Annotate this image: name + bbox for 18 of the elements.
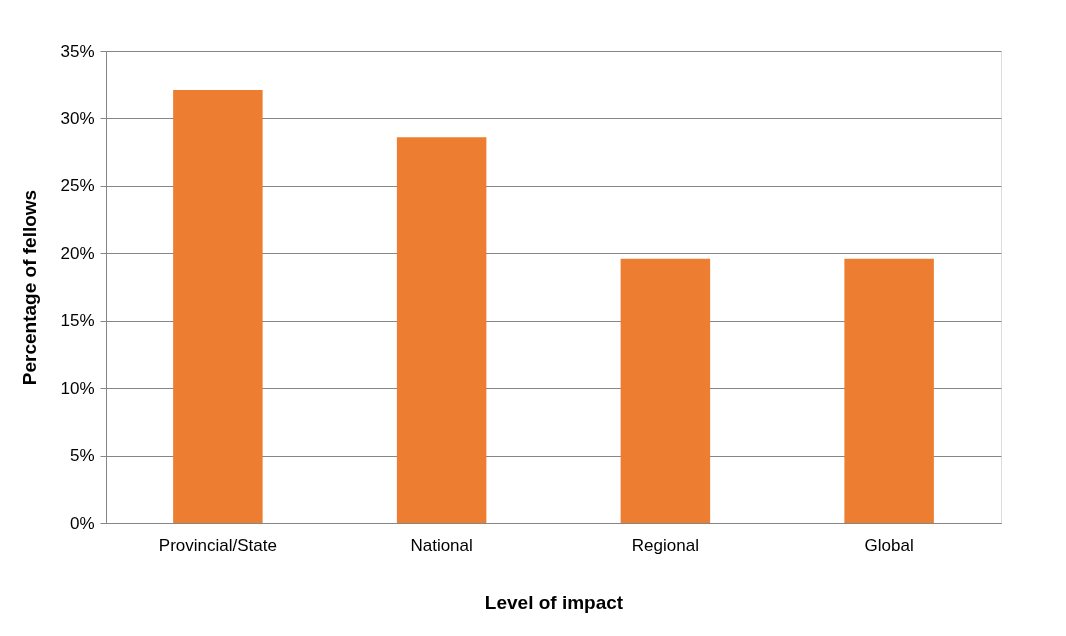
y-tick-label: 10% xyxy=(60,378,95,398)
y-tick-label: 15% xyxy=(60,311,95,331)
x-tick-label: Provincial/State xyxy=(158,535,277,555)
x-tick-label: Regional xyxy=(631,535,699,555)
bar xyxy=(844,258,934,523)
y-axis-title: Percentage of fellows xyxy=(19,189,41,386)
y-tick-label: 0% xyxy=(69,513,95,533)
x-tick-label: National xyxy=(410,535,473,555)
x-axis-title: Level of impact xyxy=(484,591,624,613)
x-tick-label: Global xyxy=(864,535,914,555)
y-tick-label: 25% xyxy=(60,176,95,196)
y-tick-label: 20% xyxy=(60,243,95,263)
bar xyxy=(173,90,263,523)
y-tick-label: 30% xyxy=(60,108,95,128)
y-tick-label: 5% xyxy=(69,446,95,466)
y-tick-label: 35% xyxy=(60,41,95,61)
bar xyxy=(620,258,711,523)
bar xyxy=(396,137,487,523)
